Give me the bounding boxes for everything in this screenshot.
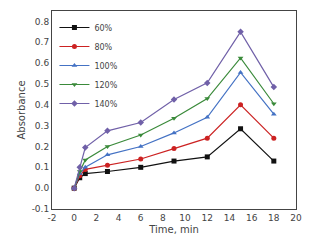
svg-text:10: 10 (179, 213, 191, 223)
svg-text:140%: 140% (94, 100, 117, 109)
svg-text:8: 8 (160, 213, 166, 223)
svg-text:20: 20 (290, 213, 302, 223)
svg-text:-2: -2 (48, 213, 57, 223)
svg-text:14: 14 (224, 213, 236, 223)
svg-text:60%: 60% (94, 24, 112, 33)
svg-text:0.6: 0.6 (35, 58, 50, 68)
svg-text:0.0: 0.0 (35, 183, 50, 193)
svg-text:Time, min: Time, min (148, 224, 199, 235)
svg-text:Absorbance: Absorbance (16, 80, 27, 139)
svg-text:-0.1: -0.1 (32, 204, 50, 214)
svg-text:0.5: 0.5 (35, 79, 49, 89)
svg-text:12: 12 (202, 213, 213, 223)
svg-text:120%: 120% (94, 81, 117, 90)
svg-text:6: 6 (138, 213, 144, 223)
svg-text:80%: 80% (94, 43, 112, 52)
svg-text:0.2: 0.2 (35, 142, 49, 152)
svg-text:0.7: 0.7 (35, 37, 49, 47)
svg-text:0.4: 0.4 (35, 100, 50, 110)
svg-text:18: 18 (268, 213, 280, 223)
svg-text:100%: 100% (94, 62, 117, 71)
svg-text:0.3: 0.3 (35, 121, 49, 131)
svg-text:2: 2 (93, 213, 99, 223)
svg-text:0.1: 0.1 (35, 162, 49, 172)
svg-text:0: 0 (71, 213, 77, 223)
svg-text:0.8: 0.8 (35, 17, 50, 27)
svg-text:16: 16 (246, 213, 258, 223)
svg-text:4: 4 (116, 213, 122, 223)
